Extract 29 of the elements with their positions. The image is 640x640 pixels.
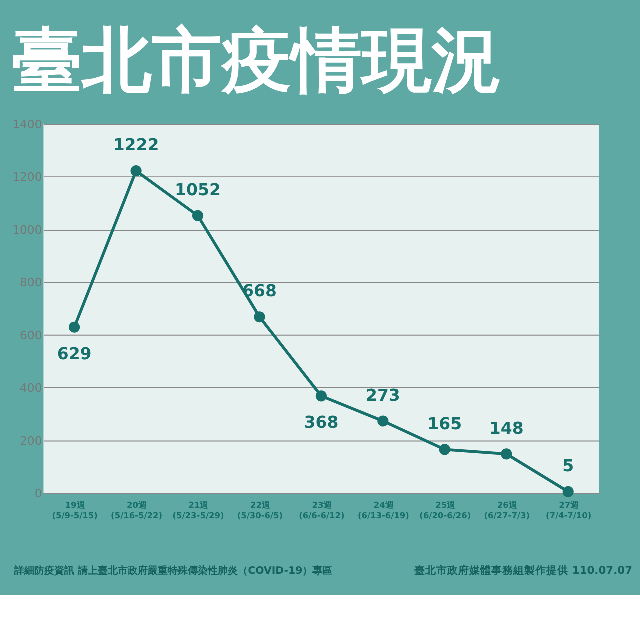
x-tick-label: 26週 (6/27-7/3): [484, 500, 530, 520]
data-label: 1052: [175, 180, 221, 200]
point: [501, 448, 512, 460]
point: [316, 390, 327, 402]
point: [192, 210, 204, 222]
chart-title: 臺北市疫情現況: [12, 20, 502, 102]
x-tick-label: 23週 (6/6-6/12): [299, 500, 346, 520]
data-label: 148: [489, 418, 524, 438]
data-label: 1222: [113, 136, 160, 155]
data-label: 5: [562, 456, 574, 476]
data-label: 165: [428, 414, 462, 434]
x-tick-label: 27週 (7/4-7/10): [546, 500, 592, 520]
x-tick-label: 21週 (5/23-5/29): [172, 500, 224, 520]
point: [439, 444, 450, 456]
x-tick-label: 19週 (5/9-5/15): [52, 500, 98, 520]
point: [69, 322, 80, 333]
x-tick-label: 20週 (5/16-5/22): [111, 500, 163, 520]
x-tick-label: 24週 (6/13-6/19): [358, 500, 410, 520]
point: [254, 312, 266, 323]
x-tick-label: 25週 (6/20-6/26): [420, 500, 472, 520]
text: 臺北市政府媒體事務組製作提供 110.07.07: [414, 564, 632, 577]
point: [378, 416, 389, 427]
data-label: 273: [366, 386, 400, 405]
text: 詳細防疫資訊 請上臺北市政府嚴重特殊傳染性肺炎（COVID-19）專區: [14, 564, 333, 577]
point: [130, 166, 142, 177]
data-label: 629: [57, 344, 92, 364]
point: [562, 486, 574, 498]
data-label: 368: [304, 413, 339, 432]
x-tick-label: 22週 (5/30-6/5): [237, 500, 284, 520]
